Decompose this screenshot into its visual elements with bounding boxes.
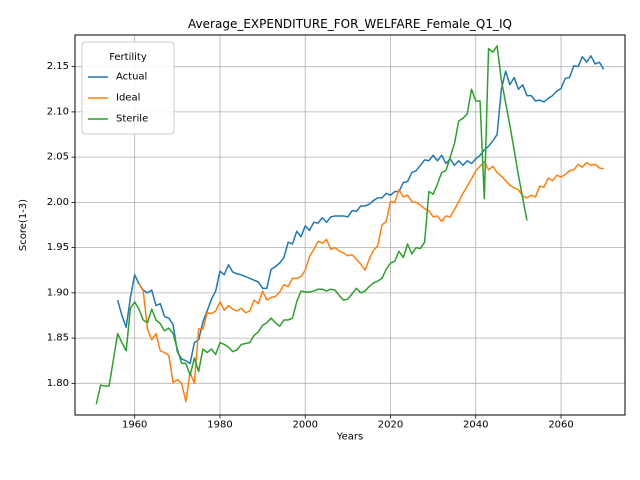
x-tick-label: 1960 xyxy=(122,419,147,430)
x-axis: 1960 1980 2000 2020 2040 2060 xyxy=(122,415,574,430)
x-tick-label: 2060 xyxy=(548,419,573,430)
x-tick-label: 1980 xyxy=(207,419,232,430)
y-tick-label: 1.80 xyxy=(47,378,69,389)
x-tick-label: 2040 xyxy=(463,419,488,430)
legend-title: Fertility xyxy=(109,52,147,63)
y-axis: 1.80 1.85 1.90 1.95 2.00 2.05 2.10 2.15 xyxy=(47,61,75,389)
plot-frame xyxy=(74,34,626,416)
y-tick-label: 2.15 xyxy=(47,61,69,72)
legend-label-sterile: Sterile xyxy=(116,114,148,125)
series-line-sterile xyxy=(95,45,528,405)
series-line-actual xyxy=(116,55,605,365)
y-tick-label: 1.85 xyxy=(47,333,69,344)
legend: Fertility Actual Ideal Sterile xyxy=(81,41,175,135)
y-tick-label: 1.90 xyxy=(47,287,69,298)
chart-title: Average_EXPENDITURE_FOR_WELFARE_Female_Q… xyxy=(188,17,512,31)
legend-label-ideal: Ideal xyxy=(116,93,140,104)
x-axis-label: Years xyxy=(336,431,363,442)
legend-box xyxy=(81,41,175,135)
y-tick-label: 1.95 xyxy=(47,242,69,253)
grid xyxy=(75,35,625,415)
legend-label-actual: Actual xyxy=(116,72,147,83)
series-line-ideal xyxy=(138,160,604,403)
y-tick-label: 2.05 xyxy=(47,152,69,163)
x-tick-label: 2020 xyxy=(378,419,403,430)
y-tick-label: 2.10 xyxy=(47,106,69,117)
y-axis-label: Score(1-3) xyxy=(18,199,29,251)
series-layer xyxy=(95,45,605,405)
x-tick-label: 2000 xyxy=(293,419,318,430)
y-tick-label: 2.00 xyxy=(47,197,69,208)
